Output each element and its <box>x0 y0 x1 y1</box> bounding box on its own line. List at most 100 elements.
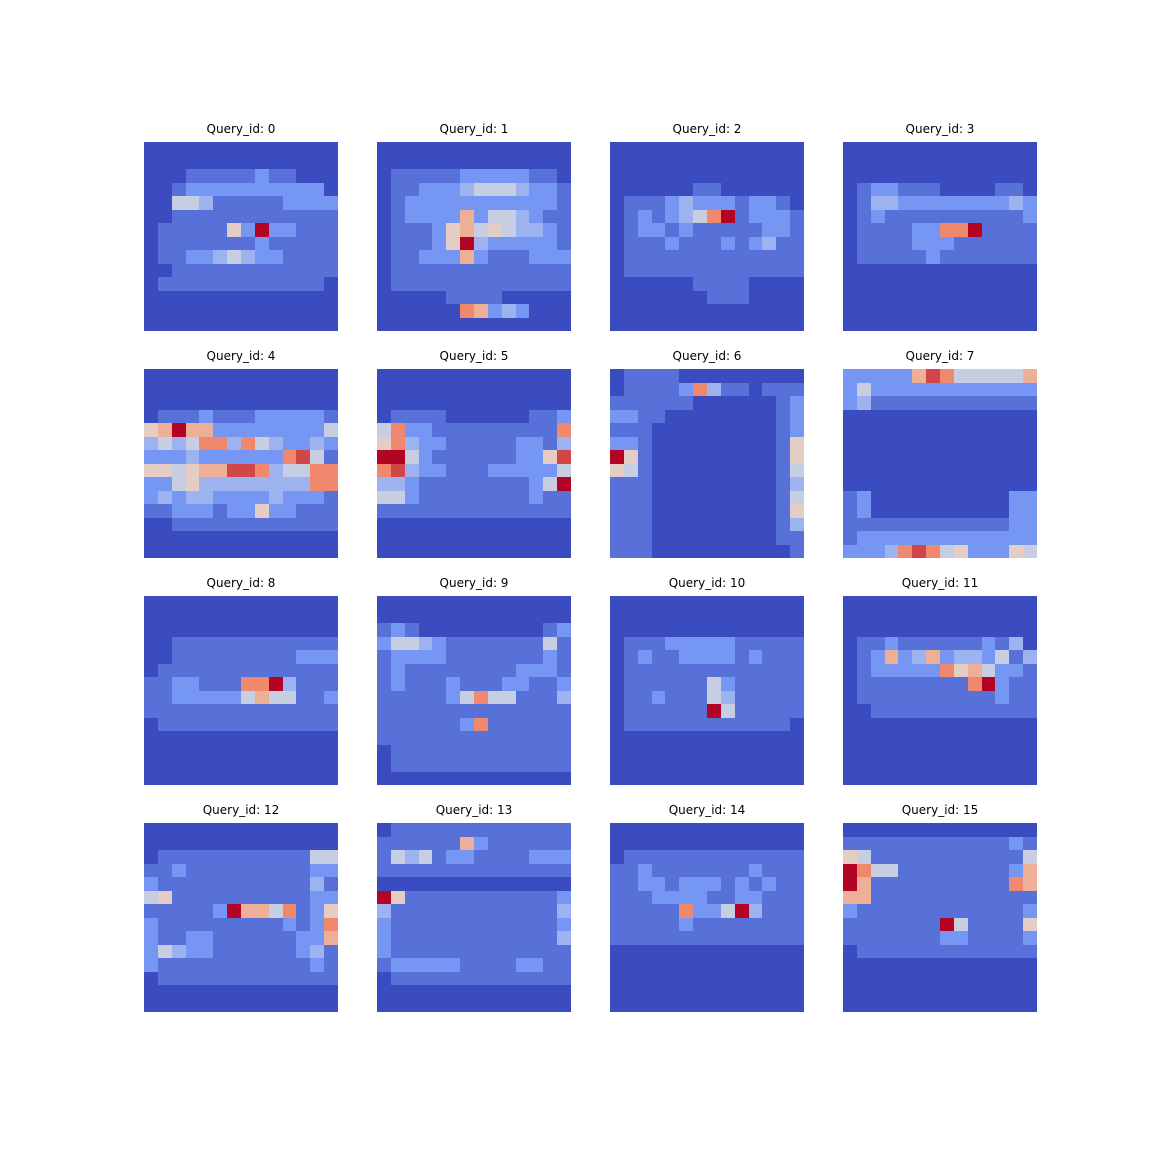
heatmap-cell <box>557 223 571 237</box>
heatmap-cell <box>665 850 679 864</box>
heatmap-cell <box>186 250 199 264</box>
heatmap-cell <box>446 183 460 196</box>
heatmap-cell <box>693 677 707 691</box>
heatmap-cell <box>502 972 516 985</box>
heatmap-cell <box>912 156 926 169</box>
heatmap-cell <box>144 223 158 237</box>
heatmap-cell <box>241 264 255 277</box>
heatmap-cell <box>391 410 405 423</box>
heatmap-cell <box>638 545 652 558</box>
heatmap-cell <box>1023 291 1037 304</box>
heatmap-cell <box>172 918 186 931</box>
heatmap-cell <box>144 142 158 156</box>
heatmap-cell <box>529 691 543 704</box>
heatmap-cell <box>885 918 898 931</box>
heatmap-cell <box>912 518 926 531</box>
heatmap-cell <box>735 837 749 850</box>
heatmap-cell <box>857 691 871 704</box>
heatmap-cell <box>529 758 543 772</box>
heatmap-cell <box>693 931 707 945</box>
heatmap-cell <box>310 237 324 250</box>
heatmap-cell <box>405 423 419 437</box>
heatmap-cell <box>693 504 707 518</box>
heatmap-cell <box>1009 383 1023 396</box>
heatmap-cell <box>652 277 665 291</box>
heatmap-cell <box>982 383 995 396</box>
heatmap-cell <box>199 850 213 864</box>
heatmap-cell <box>912 531 926 545</box>
heatmap-cell <box>940 318 954 331</box>
heatmap-cell <box>557 264 571 277</box>
heatmap-cell <box>749 904 762 918</box>
heatmap-cell <box>679 972 693 985</box>
heatmap-cell <box>776 383 790 396</box>
heatmap-cell <box>1023 958 1037 972</box>
heatmap-cell <box>1023 410 1037 423</box>
heatmap-panel: Query_id: 3 <box>843 121 1037 331</box>
heatmap-cell <box>871 664 885 677</box>
heatmap-cell <box>610 664 624 677</box>
heatmap-cell <box>762 972 776 985</box>
heatmap-cell <box>419 704 432 718</box>
heatmap-cell <box>172 223 186 237</box>
heatmap-cell <box>557 423 571 437</box>
heatmap-panel: Query_id: 14 <box>610 802 804 1012</box>
heatmap-cell <box>1009 972 1023 985</box>
heatmap-cell <box>502 985 516 999</box>
heatmap-cell <box>968 837 982 850</box>
heatmap-cell <box>652 156 665 169</box>
heatmap-cell <box>995 291 1009 304</box>
heatmap-cell <box>912 999 926 1012</box>
heatmap-cell <box>405 904 419 918</box>
heatmap-cell <box>762 650 776 664</box>
heatmap-cell <box>665 999 679 1012</box>
heatmap-cell <box>968 677 982 691</box>
heatmap-cell <box>255 758 269 772</box>
heatmap-cell <box>707 169 721 183</box>
heatmap-cell <box>172 196 186 210</box>
heatmap-cell <box>926 745 940 758</box>
heatmap-cell <box>665 183 679 196</box>
heatmap-cell <box>460 545 474 558</box>
heatmap-cell <box>186 410 199 423</box>
heatmap-cell <box>871 972 885 985</box>
heatmap-cell <box>638 704 652 718</box>
heatmap-cell <box>324 985 338 999</box>
heatmap-cell <box>324 545 338 558</box>
heatmap-cell <box>871 704 885 718</box>
heatmap-cell <box>790 718 804 731</box>
heatmap-cell <box>419 918 432 931</box>
heatmap-cell <box>432 877 446 891</box>
heatmap-cell <box>885 396 898 410</box>
heatmap-cell <box>391 504 405 518</box>
heatmap-cell <box>516 972 529 985</box>
heatmap-cell <box>638 277 652 291</box>
heatmap-cell <box>543 637 557 650</box>
heatmap-cell <box>255 410 269 423</box>
heatmap-cell <box>665 945 679 958</box>
heatmap-cell <box>488 596 502 610</box>
heatmap-cell <box>310 745 324 758</box>
heatmap-cell <box>199 958 213 972</box>
heatmap-cell <box>199 718 213 731</box>
heatmap-cell <box>721 704 735 718</box>
heatmap-cell <box>776 169 790 183</box>
heatmap-cell <box>502 545 516 558</box>
heatmap-cell <box>926 637 940 650</box>
heatmap-cell <box>749 945 762 958</box>
heatmap-cell <box>144 396 158 410</box>
heatmap-cell <box>665 664 679 677</box>
heatmap-cell <box>227 918 241 931</box>
heatmap-cell <box>624 904 638 918</box>
heatmap-cell <box>940 410 954 423</box>
heatmap-cell <box>776 250 790 264</box>
heatmap-cell <box>1023 477 1037 491</box>
heatmap-cell <box>377 250 391 264</box>
heatmap-cell <box>557 958 571 972</box>
heatmap-cell <box>735 637 749 650</box>
heatmap-cell <box>843 196 857 210</box>
heatmap-cell <box>857 891 871 904</box>
heatmap-cell <box>926 545 940 558</box>
heatmap-cell <box>940 772 954 785</box>
heatmap-cell <box>679 704 693 718</box>
